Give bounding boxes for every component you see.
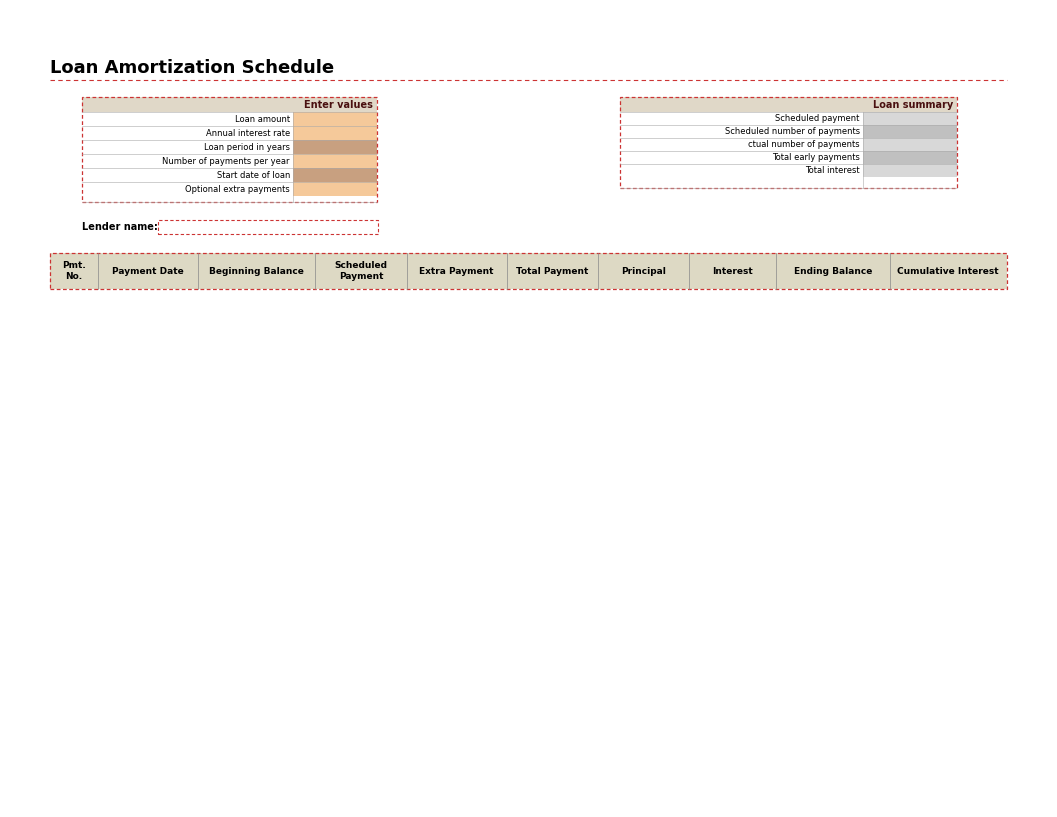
Text: Cumulative Interest: Cumulative Interest — [897, 266, 999, 275]
Bar — [82, 97, 377, 112]
Text: Loan summary: Loan summary — [873, 100, 953, 109]
Bar — [620, 112, 863, 125]
Text: Loan amount: Loan amount — [235, 114, 290, 123]
Bar — [50, 253, 1007, 289]
Bar — [50, 253, 1007, 289]
Text: Extra Payment: Extra Payment — [420, 266, 494, 275]
Bar — [863, 151, 957, 164]
Bar — [293, 182, 377, 196]
Text: Total early payments: Total early payments — [772, 153, 859, 162]
Bar — [82, 126, 293, 140]
Text: ctual number of payments: ctual number of payments — [748, 140, 859, 149]
Bar — [863, 164, 957, 177]
Bar — [157, 220, 378, 234]
Bar — [863, 112, 957, 125]
Text: Scheduled
Payment: Scheduled Payment — [334, 261, 388, 281]
Bar — [293, 168, 377, 182]
Bar — [293, 126, 377, 140]
Bar — [863, 138, 957, 151]
Bar — [620, 138, 863, 151]
Bar — [620, 125, 863, 138]
Bar — [620, 151, 863, 164]
Bar — [82, 112, 293, 126]
Text: Optional extra payments: Optional extra payments — [185, 185, 290, 194]
Bar — [157, 220, 378, 234]
Bar — [620, 164, 863, 177]
Bar — [82, 182, 293, 196]
Bar — [293, 112, 377, 126]
Bar — [863, 125, 957, 138]
Text: Ending Balance: Ending Balance — [794, 266, 872, 275]
Bar — [293, 154, 377, 168]
Text: Beginning Balance: Beginning Balance — [209, 266, 304, 275]
Bar — [82, 97, 377, 202]
Text: Principal: Principal — [622, 266, 666, 275]
Bar — [620, 97, 957, 112]
Bar — [82, 140, 293, 154]
Bar — [82, 154, 293, 168]
Text: Number of payments per year: Number of payments per year — [163, 157, 290, 166]
Text: Lender name:: Lender name: — [82, 222, 157, 232]
Bar — [620, 97, 957, 188]
Text: Enter values: Enter values — [304, 100, 373, 109]
Text: Annual interest rate: Annual interest rate — [206, 128, 290, 137]
Bar — [293, 140, 377, 154]
Text: Loan period in years: Loan period in years — [204, 142, 290, 151]
Text: Payment Date: Payment Date — [112, 266, 184, 275]
Bar — [82, 168, 293, 182]
Text: Interest: Interest — [712, 266, 754, 275]
Text: Loan Amortization Schedule: Loan Amortization Schedule — [50, 59, 334, 77]
Text: Scheduled number of payments: Scheduled number of payments — [724, 127, 859, 136]
Text: Scheduled payment: Scheduled payment — [775, 114, 859, 123]
Text: Start date of loan: Start date of loan — [217, 171, 290, 180]
Text: Total Payment: Total Payment — [516, 266, 589, 275]
Text: Pmt.
No.: Pmt. No. — [62, 261, 86, 281]
Text: Total interest: Total interest — [805, 166, 859, 175]
